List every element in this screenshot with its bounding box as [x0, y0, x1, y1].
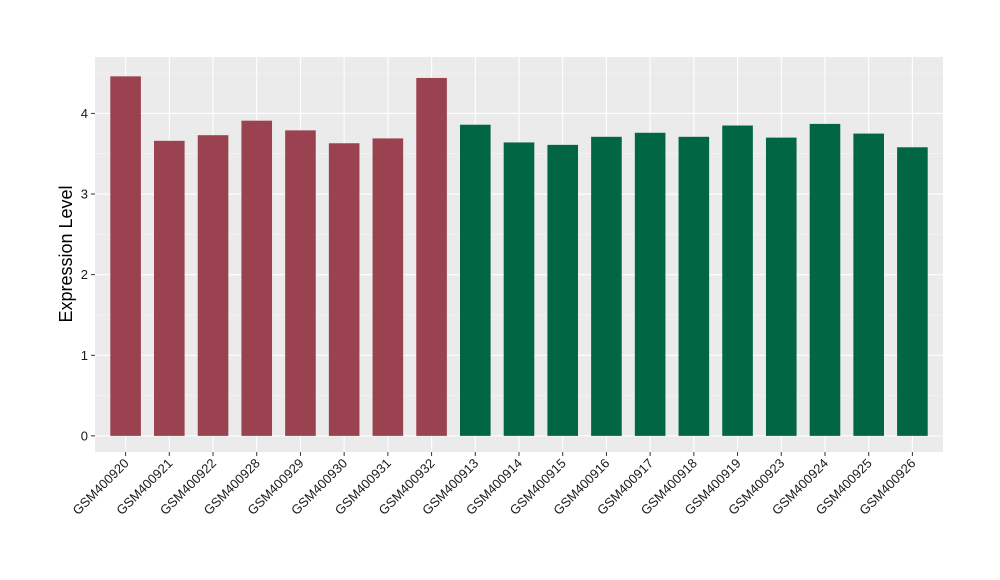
bar-GSM400918 [678, 136, 710, 436]
bar-GSM400917 [634, 132, 666, 436]
bar-GSM400922 [197, 135, 229, 436]
y-axis: 0 1 2 3 4 [81, 106, 95, 443]
bar-GSM400921 [154, 140, 185, 436]
bars [110, 76, 928, 436]
bar-GSM400928 [241, 120, 273, 436]
bar-GSM400931 [372, 138, 404, 436]
bar-GSM400913 [459, 124, 491, 436]
bar-GSM400914 [503, 142, 535, 436]
bar-GSM400925 [853, 133, 884, 436]
bar-GSM400915 [547, 144, 579, 436]
bar-GSM400930 [328, 143, 360, 436]
bar-GSM400929 [285, 130, 316, 436]
y-tick-label: 0 [81, 428, 88, 443]
bar-GSM400916 [591, 136, 622, 436]
bar-GSM400932 [416, 77, 447, 436]
bar-GSM400920 [110, 76, 141, 436]
y-tick-label: 3 [81, 187, 88, 202]
y-tick-label: 2 [81, 267, 88, 282]
y-tick-label: 1 [81, 348, 88, 363]
bar-GSM400924 [809, 123, 841, 436]
y-tick-label: 4 [81, 106, 88, 121]
x-axis: GSM400920GSM400921GSM400922GSM400928GSM4… [69, 452, 919, 518]
bar-GSM400923 [765, 137, 797, 436]
bar-GSM400926 [897, 147, 928, 436]
bar-GSM400919 [722, 125, 753, 436]
y-axis-title: Expression Level [56, 185, 76, 322]
